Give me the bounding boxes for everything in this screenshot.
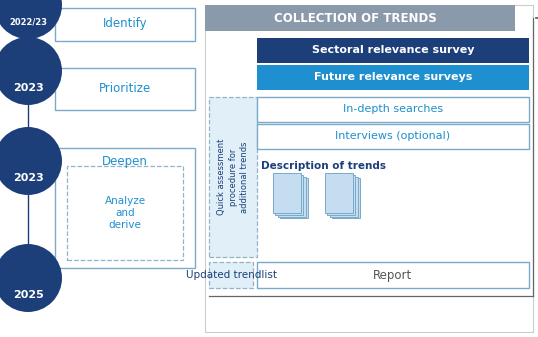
Text: Description of trends: Description of trends	[261, 161, 386, 171]
Bar	[55, 8, 195, 41]
Circle shape	[0, 244, 62, 312]
Text: COLLECTION OF TRENDS: COLLECTION OF TRENDS	[274, 11, 436, 25]
Text: 2025: 2025	[12, 290, 44, 300]
Bar	[278, 177, 306, 216]
Text: Future relevance surveys: Future relevance surveys	[314, 72, 472, 82]
Text: Updated trendlist: Updated trendlist	[186, 270, 277, 280]
Text: Identify: Identify	[103, 18, 147, 31]
Bar	[325, 173, 353, 213]
Bar	[257, 262, 529, 288]
Bar	[205, 5, 533, 332]
Bar	[330, 177, 358, 216]
Bar	[280, 178, 308, 218]
Bar	[67, 166, 183, 260]
Circle shape	[0, 0, 62, 39]
Text: Prioritize: Prioritize	[99, 83, 151, 95]
Bar	[328, 175, 356, 215]
Bar	[275, 175, 303, 215]
Bar	[205, 5, 515, 31]
Text: In-depth searches: In-depth searches	[343, 104, 443, 114]
Bar	[257, 124, 529, 149]
Bar	[55, 68, 195, 110]
Bar	[209, 262, 253, 288]
Circle shape	[0, 127, 62, 195]
Text: 2023: 2023	[12, 83, 44, 93]
Text: Analyze
and
derive: Analyze and derive	[104, 196, 146, 229]
Bar	[209, 97, 257, 257]
Circle shape	[0, 37, 62, 105]
Text: Sectoral relevance survey: Sectoral relevance survey	[312, 45, 475, 55]
Text: Report: Report	[373, 269, 413, 281]
Text: Deepen: Deepen	[102, 155, 148, 168]
Bar	[257, 97, 529, 122]
Bar	[55, 148, 195, 268]
Bar	[332, 178, 360, 218]
Text: Interviews (optional): Interviews (optional)	[335, 131, 450, 141]
Text: Quick assessment
procedure for
additional trends: Quick assessment procedure for additiona…	[217, 139, 249, 215]
Bar	[257, 65, 529, 90]
Text: 2023: 2023	[12, 173, 44, 183]
Bar	[273, 173, 301, 213]
Text: 2022/23: 2022/23	[9, 18, 47, 27]
Bar	[257, 38, 529, 63]
